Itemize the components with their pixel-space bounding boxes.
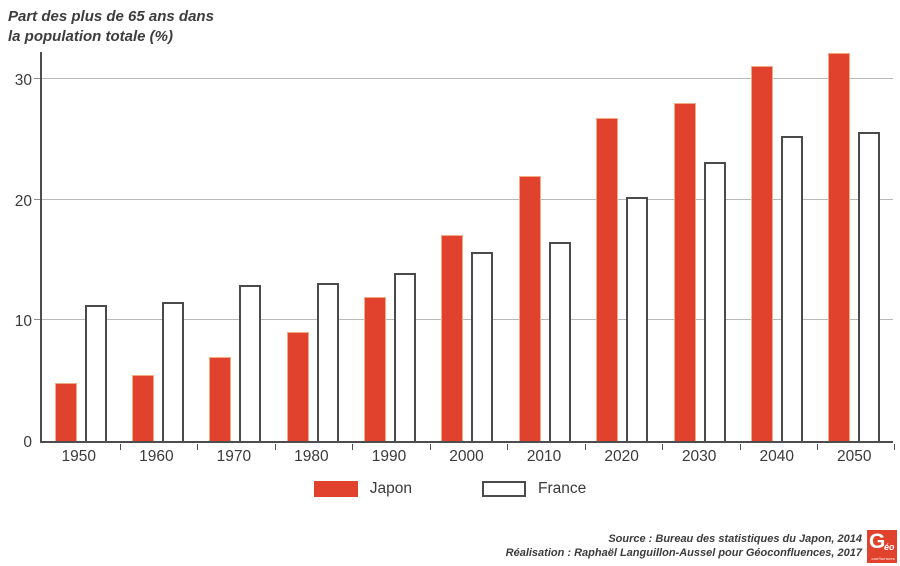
x-tick-10	[817, 444, 818, 450]
x-tick-2	[197, 444, 198, 450]
bar-france-1960	[162, 302, 185, 441]
bar-group-1970	[197, 52, 274, 441]
source-line2: Réalisation : Raphaël Languillon-Aussel …	[505, 547, 862, 559]
x-label-1950: 1950	[61, 448, 97, 465]
legend-label-japon: Japon	[369, 480, 412, 497]
bar-japon-1990	[364, 297, 387, 441]
y-label-20: 20	[14, 192, 32, 210]
plot-area	[34, 52, 895, 450]
bar-group-2050	[816, 52, 893, 441]
x-label-2000: 2000	[449, 448, 484, 465]
bar-france-2030	[703, 162, 726, 441]
legend: Japon France	[0, 480, 900, 498]
logo-small-text: éo	[884, 542, 895, 552]
x-label-2040: 2040	[759, 448, 794, 465]
gridline-10	[42, 319, 893, 321]
legend-swatch-france	[481, 481, 526, 497]
x-label-1960: 1960	[139, 448, 174, 465]
bar-groups	[42, 52, 893, 441]
legend-item-france: France	[481, 480, 587, 498]
bar-japon-1960	[132, 374, 155, 441]
x-tick-3	[275, 444, 276, 450]
y-label-10: 10	[14, 313, 32, 331]
chart-title-line1: Part des plus de 65 ans dans	[8, 8, 214, 25]
bar-japon-2050	[828, 52, 851, 441]
x-label-1980: 1980	[294, 448, 329, 465]
bar-group-1960	[119, 52, 196, 441]
bar-group-1950	[42, 52, 119, 441]
x-label-1970: 1970	[216, 448, 252, 465]
bar-france-2040	[780, 135, 803, 441]
bar-japon-2040	[750, 65, 773, 441]
source-text: Source : Bureau des statistiques du Japo…	[506, 530, 862, 560]
source-block: Source : Bureau des statistiques du Japo…	[506, 530, 897, 563]
bar-group-1990	[351, 52, 428, 441]
x-tick-8	[662, 444, 663, 450]
bar-france-1950	[84, 304, 107, 441]
y-label-0: 0	[23, 434, 32, 451]
x-tick-6	[507, 444, 508, 450]
x-tick-4	[352, 444, 353, 450]
x-tick-9	[740, 444, 741, 450]
x-label-2020: 2020	[604, 448, 639, 465]
x-axis-labels: 1950 1960 1970 1980 1990 2000 2010 2020 2030 2040…	[40, 448, 893, 466]
x-tick-7	[585, 444, 586, 450]
bar-japon-2020	[596, 117, 619, 441]
bar-group-1980	[274, 52, 351, 441]
x-tick-11	[894, 444, 895, 450]
bar-group-2040	[738, 52, 815, 441]
x-label-2030: 2030	[681, 448, 717, 465]
chart-title: Part des plus de 65 ans dans la populati…	[8, 7, 214, 47]
y-tick-30	[34, 78, 40, 79]
gridline-30	[42, 78, 893, 79]
logo-subtext: confluences	[871, 556, 895, 561]
bar-group-2030	[661, 52, 738, 441]
bar-france-2020	[626, 197, 649, 441]
x-label-2050: 2050	[837, 448, 872, 465]
bar-japon-1970	[209, 356, 232, 441]
legend-swatch-japon	[313, 481, 358, 497]
gridline-20	[42, 198, 893, 200]
bar-group-2010	[506, 52, 583, 441]
x-label-2010: 2010	[526, 448, 562, 465]
bar-france-2000	[471, 251, 494, 441]
geoconfluences-logo: G éo confluences	[867, 530, 897, 563]
bar-japon-2000	[441, 234, 464, 441]
bar-japon-2010	[518, 175, 541, 441]
bar-france-2010	[548, 241, 571, 441]
bar-france-2050	[858, 132, 881, 441]
bar-france-1970	[239, 285, 262, 441]
x-tick-5	[430, 444, 431, 450]
x-tick-1	[120, 444, 121, 450]
bar-japon-2030	[673, 103, 696, 441]
bar-japon-1980	[286, 332, 309, 441]
bar-france-1990	[394, 273, 417, 441]
legend-label-france: France	[537, 480, 587, 497]
bar-group-2000	[429, 52, 506, 441]
x-label-1990: 1990	[371, 448, 407, 465]
logo-letter: G	[869, 530, 886, 553]
bar-japon-1950	[54, 383, 77, 441]
bar-france-1980	[316, 282, 339, 441]
y-tick-10	[34, 319, 40, 321]
chart-title-line2: la population totale (%)	[8, 28, 173, 45]
bar-group-2020	[584, 52, 661, 441]
y-label-30: 30	[14, 72, 32, 89]
y-tick-20	[34, 198, 40, 200]
source-line1: Source : Bureau des statistiques du Japo…	[608, 533, 862, 545]
legend-item-japon: Japon	[313, 480, 412, 498]
